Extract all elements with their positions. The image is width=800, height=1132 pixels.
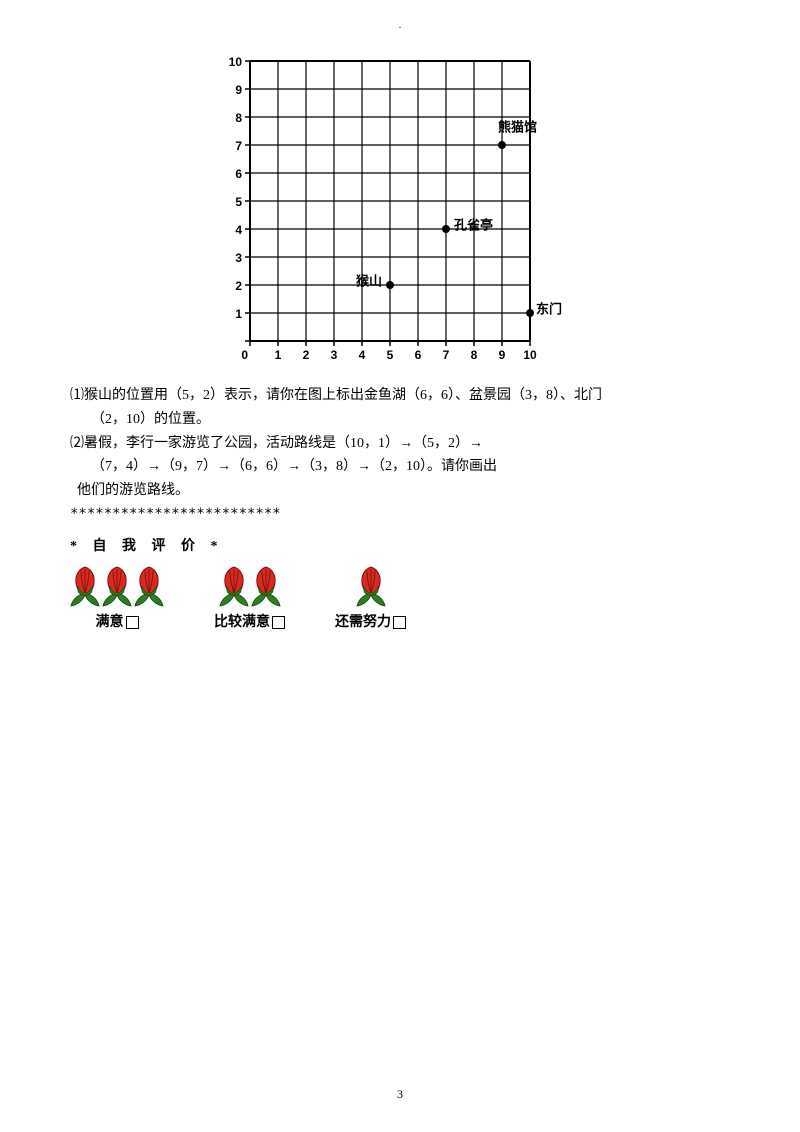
svg-text:7: 7 — [443, 348, 450, 362]
rose-group — [335, 565, 406, 607]
svg-text:5: 5 — [387, 348, 394, 362]
rose-icon — [102, 565, 132, 607]
questions-block: ⑴猴山的位置用（5，2）表示，请你在图上标出金鱼湖（6，6）、盆景园（3，8）、… — [70, 384, 730, 527]
eval-label: 比较满意 — [214, 611, 285, 631]
chart-point — [498, 141, 506, 149]
svg-text:6: 6 — [415, 348, 422, 362]
svg-text:熊猫馆: 熊猫馆 — [498, 120, 537, 135]
eval-item: 还需努力 — [335, 565, 406, 631]
svg-text:2: 2 — [235, 279, 242, 293]
svg-text:2: 2 — [303, 348, 310, 362]
svg-text:东门: 东门 — [536, 302, 562, 317]
rose-icon — [134, 565, 164, 607]
rose-icon — [356, 565, 386, 607]
svg-text:9: 9 — [235, 83, 242, 97]
rose-group — [214, 565, 285, 607]
q2-line2: （7，4）→（9，7）→（6，6）→（3，8）→（2，10）。请你画出 — [70, 455, 730, 479]
page-number: 3 — [0, 1087, 800, 1102]
svg-text:1: 1 — [235, 307, 242, 321]
rose-icon — [251, 565, 281, 607]
svg-text:4: 4 — [235, 223, 242, 237]
rose-icon — [219, 565, 249, 607]
chart-point — [442, 225, 450, 233]
eval-item: 比较满意 — [214, 565, 285, 631]
eval-checkbox[interactable] — [272, 616, 285, 629]
q2-line1: ⑵暑假，李行一家游览了公园，活动路线是（10，1）→（5，2）→ — [70, 432, 730, 456]
eval-checkbox[interactable] — [126, 616, 139, 629]
rose-icon — [70, 565, 100, 607]
rose-group — [70, 565, 164, 607]
self-eval-row: 满意 比较满意 还需努力 — [70, 565, 730, 631]
svg-text:8: 8 — [471, 348, 478, 362]
svg-text:8: 8 — [235, 111, 242, 125]
coordinate-chart: 1 2 3 4 5 6 7 8 9 10 0 1 2 3 4 5 6 7 8 9 10 猴山 孔雀亭 熊猫馆东门 — [210, 41, 590, 376]
eval-label: 还需努力 — [335, 611, 406, 631]
chart-point — [386, 281, 394, 289]
chart-point — [526, 309, 534, 317]
svg-text:10: 10 — [523, 348, 537, 362]
svg-text:3: 3 — [331, 348, 338, 362]
svg-text:6: 6 — [235, 167, 242, 181]
svg-text:9: 9 — [499, 348, 506, 362]
svg-text:5: 5 — [235, 195, 242, 209]
q1-line1: ⑴猴山的位置用（5，2）表示，请你在图上标出金鱼湖（6，6）、盆景园（3，8）、… — [70, 384, 730, 408]
svg-text:0: 0 — [241, 348, 248, 362]
eval-checkbox[interactable] — [393, 616, 406, 629]
svg-text:猴山: 猴山 — [356, 274, 382, 289]
eval-item: 满意 — [70, 565, 164, 631]
page-ornament-dot: . — [70, 20, 730, 31]
asterisk-divider: ************************* — [70, 503, 730, 527]
q2-line3: 他们的游览路线。 — [70, 479, 730, 503]
svg-text:孔雀亭: 孔雀亭 — [454, 218, 493, 233]
svg-text:4: 4 — [359, 348, 366, 362]
coordinate-chart-wrap: 1 2 3 4 5 6 7 8 9 10 0 1 2 3 4 5 6 7 8 9 10 猴山 孔雀亭 熊猫馆东门 — [70, 41, 730, 376]
self-eval-title: * 自 我 评 价 * — [70, 535, 730, 555]
coordinate-grid-svg: 1 2 3 4 5 6 7 8 9 10 0 1 2 3 4 5 6 7 8 9 10 猴山 孔雀亭 熊猫馆东门 — [210, 41, 590, 371]
svg-text:7: 7 — [235, 139, 242, 153]
svg-text:3: 3 — [235, 251, 242, 265]
svg-text:1: 1 — [275, 348, 282, 362]
svg-text:10: 10 — [229, 55, 243, 69]
eval-label: 满意 — [70, 611, 164, 631]
q1-line2: （2，10）的位置。 — [70, 408, 730, 432]
